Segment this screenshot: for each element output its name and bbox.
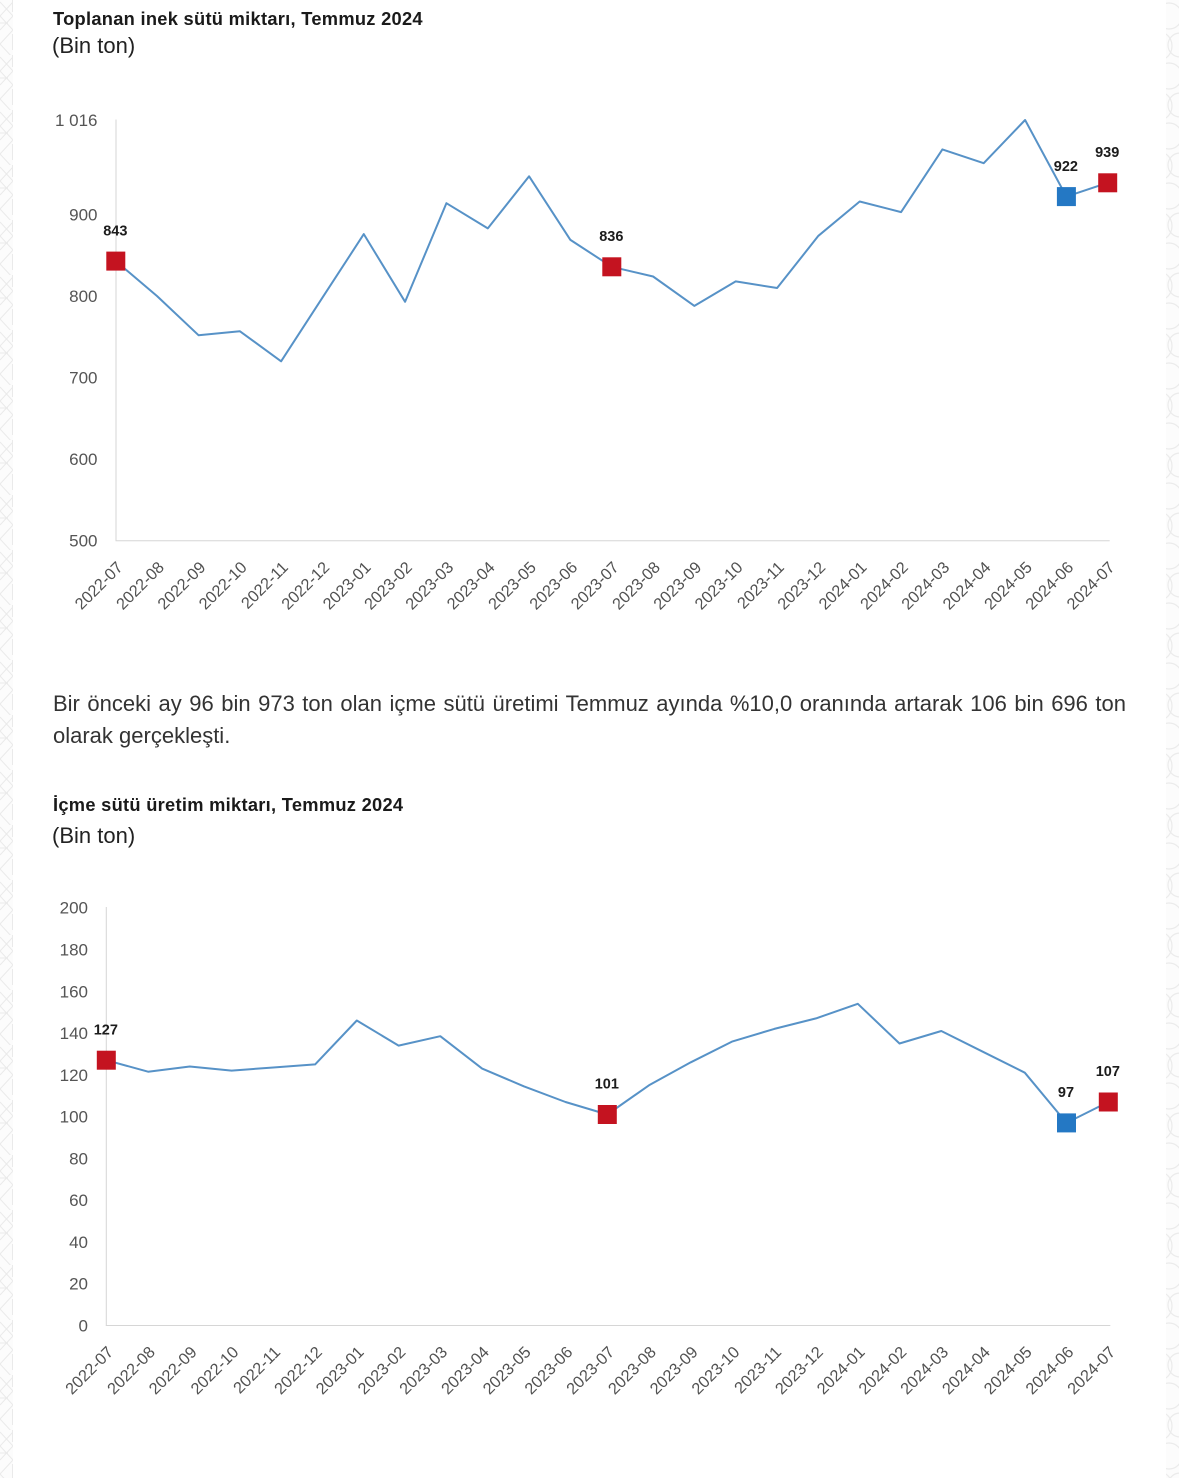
svg-text:100: 100	[60, 1108, 88, 1127]
svg-text:200: 200	[60, 899, 88, 918]
svg-text:40: 40	[69, 1233, 88, 1252]
svg-text:500: 500	[69, 532, 97, 551]
svg-text:101: 101	[595, 1077, 619, 1093]
svg-text:127: 127	[94, 1022, 118, 1038]
svg-text:0: 0	[79, 1317, 88, 1336]
svg-text:120: 120	[60, 1066, 88, 1085]
svg-text:843: 843	[103, 223, 127, 239]
svg-text:900: 900	[69, 206, 97, 225]
svg-text:836: 836	[599, 229, 623, 245]
svg-text:180: 180	[60, 941, 88, 960]
svg-text:20: 20	[69, 1275, 88, 1294]
svg-text:922: 922	[1054, 159, 1078, 175]
svg-text:107: 107	[1096, 1064, 1120, 1080]
svg-text:60: 60	[69, 1191, 88, 1210]
svg-text:80: 80	[69, 1149, 88, 1168]
svg-text:97: 97	[1058, 1085, 1074, 1101]
svg-text:160: 160	[60, 982, 88, 1001]
svg-text:939: 939	[1095, 145, 1119, 161]
svg-text:600: 600	[69, 450, 97, 469]
svg-text:1 016: 1 016	[55, 111, 98, 130]
svg-text:800: 800	[69, 287, 97, 306]
svg-text:700: 700	[69, 369, 97, 388]
svg-text:140: 140	[60, 1024, 88, 1043]
